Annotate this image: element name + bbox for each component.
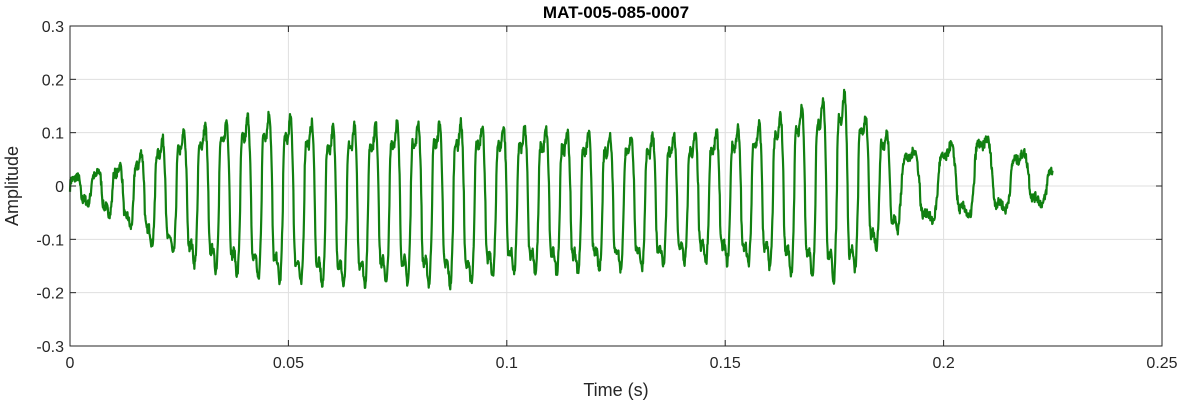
y-tick-label: -0.3 xyxy=(36,339,64,356)
y-tick-label: 0.2 xyxy=(42,72,64,89)
x-tick-label: 0.15 xyxy=(710,355,741,372)
series-layer xyxy=(68,88,1054,291)
x-tick-label: 0.2 xyxy=(932,355,954,372)
x-tick-label: 0.05 xyxy=(273,355,304,372)
y-tick-label: 0.1 xyxy=(42,126,64,143)
tick-layer: 0 0.05 0.1 0.15 0.2 0.25 -0.3 -0.2 -0.1 0 0.1 0.2 0.… xyxy=(36,19,1177,372)
y-tick-label: 0.3 xyxy=(42,19,64,36)
y-tick-label: -0.1 xyxy=(36,232,64,249)
x-tick-label: 0 xyxy=(66,355,75,372)
y-axis-label: Amplitude xyxy=(2,146,22,226)
y-tick-label: -0.2 xyxy=(36,286,64,303)
x-tick-label: 0.25 xyxy=(1146,355,1177,372)
y-tick-label: 0 xyxy=(55,179,64,196)
chart-title: MAT-005-085-0007 xyxy=(543,3,689,22)
amplitude-series-line xyxy=(68,88,1054,291)
x-tick-label: 0.1 xyxy=(496,355,518,372)
x-axis-label: Time (s) xyxy=(583,380,648,400)
